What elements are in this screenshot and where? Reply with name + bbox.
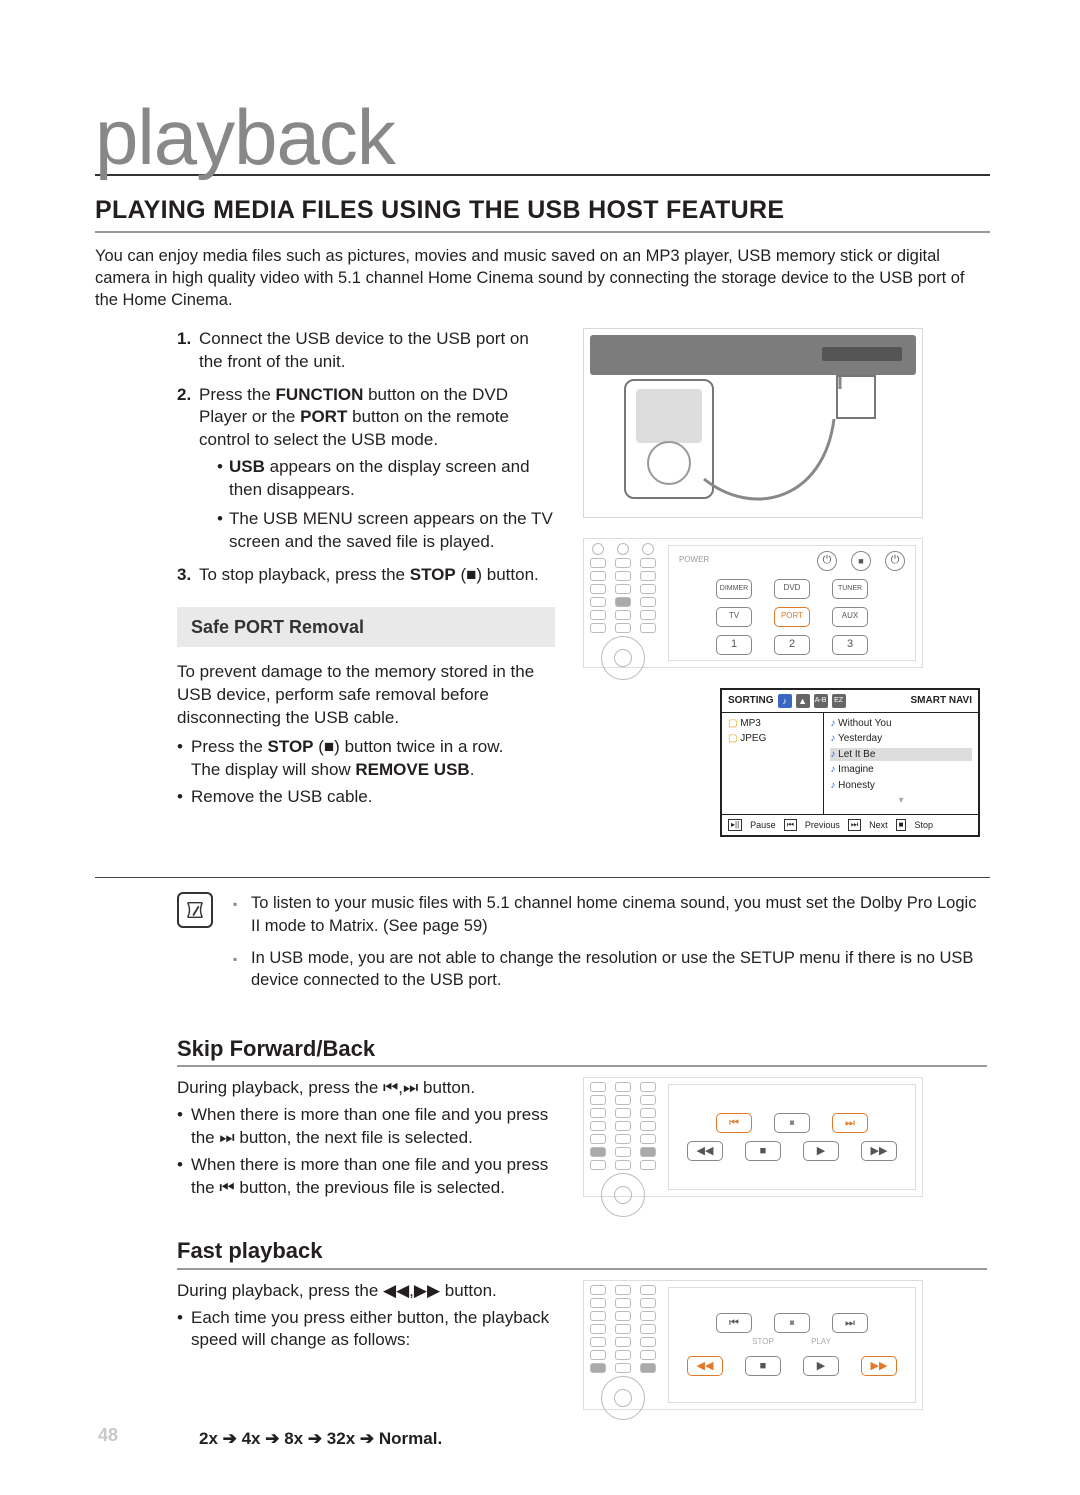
page-number: 48 — [98, 1423, 118, 1447]
ez-icon: EZ — [832, 694, 846, 708]
up-icon: ▲ — [796, 694, 810, 708]
remote-port-illustration: POWER ⏻ ■ ⏻ DIMMER DVD TUNER TV PORT AUX — [583, 538, 923, 668]
osd-song: Without You — [830, 717, 972, 731]
safe-port-removal-heading: Safe PORT Removal — [177, 607, 555, 647]
intro-paragraph: You can enjoy media files such as pictur… — [95, 245, 975, 312]
ab-icon: A-B — [814, 694, 828, 708]
skip-bullet-1: When there is more than one file and you… — [177, 1104, 555, 1150]
port-button-highlight: PORT — [774, 607, 810, 627]
note-block: To listen to your music files with 5.1 c… — [95, 877, 990, 1001]
step-1-text: Connect the USB device to the USB port o… — [199, 329, 529, 371]
fast-bullet-1: Each time you press either button, the p… — [177, 1307, 555, 1353]
osd-song-selected: Let It Be — [830, 748, 972, 762]
step-2-sub-1: USB appears on the display screen and th… — [217, 456, 555, 502]
step-2-text: Press the FUNCTION button on the DVD Pla… — [199, 385, 509, 450]
osd-song: Yesterday — [830, 732, 972, 746]
skip-prev-button: ⏮ — [716, 1113, 752, 1133]
skip-heading: Skip Forward/Back — [177, 1034, 987, 1068]
skip-intro: During playback, press the ⏮,⏭ button. — [177, 1077, 555, 1100]
usb-menu-osd: SORTING ♪ ▲ A-B EZ SMART NAVI MP3 JPEG W… — [720, 688, 980, 838]
rewind-button: ◀◀ — [687, 1356, 723, 1376]
step-1: 1. Connect the USB device to the USB por… — [177, 328, 555, 374]
osd-song: Imagine — [830, 763, 972, 777]
step-2-sub-2: The USB MENU screen appears on the TV sc… — [217, 508, 555, 554]
music-icon: ♪ — [778, 694, 792, 708]
remote-skip-illustration: ⏮ ⏸ ⏭ ◀◀ ■ ▶ ▶▶ — [583, 1077, 923, 1197]
osd-folder-jpeg: JPEG — [728, 732, 817, 746]
section-title: PLAYING MEDIA FILES USING THE USB HOST F… — [95, 194, 990, 233]
step-3-text: To stop playback, press the STOP (■) but… — [199, 565, 539, 584]
speed-sequence: 2x ➔ 4x ➔ 8x ➔ 32x ➔ Normal. — [95, 1428, 990, 1451]
osd-folder-mp3: MP3 — [728, 717, 817, 731]
chapter-title: playback — [95, 100, 990, 176]
fast-heading: Fast playback — [177, 1236, 987, 1270]
safe-removal-step-1: Press the STOP (■) button twice in a row… — [177, 736, 555, 782]
usb-connection-illustration — [583, 328, 923, 518]
skip-bullet-2: When there is more than one file and you… — [177, 1154, 555, 1200]
note-icon — [177, 892, 213, 928]
safe-port-removal-desc: To prevent damage to the memory stored i… — [95, 661, 555, 730]
step-2: 2. Press the FUNCTION button on the DVD … — [177, 384, 555, 555]
step-3: 3. To stop playback, press the STOP (■) … — [177, 564, 555, 587]
fast-forward-button: ▶▶ — [861, 1356, 897, 1376]
skip-next-button: ⏭ — [832, 1113, 868, 1133]
fast-intro: During playback, press the ◀◀,▶▶ button. — [177, 1280, 555, 1303]
osd-song: Honesty — [830, 779, 972, 793]
note-1: To listen to your music files with 5.1 c… — [233, 892, 990, 937]
safe-removal-step-2: Remove the USB cable. — [177, 786, 555, 809]
remote-fast-illustration: ⏮ ⏸ ⏭ STOPPLAY ◀◀ ■ ▶ ▶▶ — [583, 1280, 923, 1410]
note-2: In USB mode, you are not able to change … — [233, 947, 990, 992]
